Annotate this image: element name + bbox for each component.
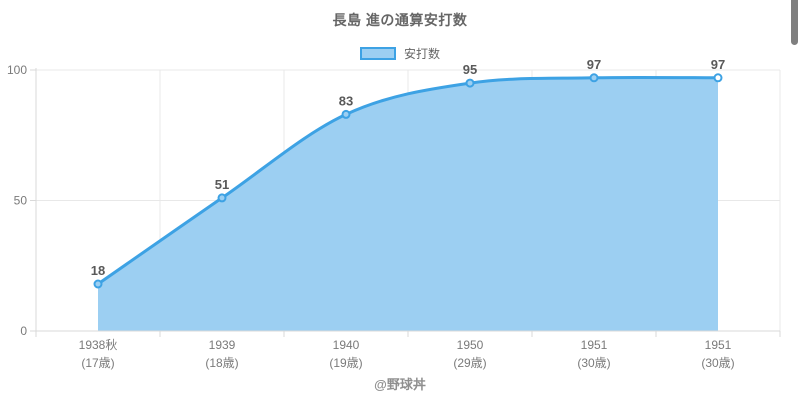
- x-tick-label-year: 1950: [457, 338, 484, 352]
- x-tick-label-age: (17歳): [81, 356, 114, 370]
- scrollbar-thumb[interactable]: [791, 0, 798, 45]
- value-label: 97: [587, 57, 601, 72]
- data-point[interactable]: [93, 279, 103, 289]
- data-point[interactable]: [713, 73, 723, 83]
- y-tick-label: 50: [14, 194, 28, 208]
- x-tick-label-year: 1940: [333, 338, 360, 352]
- series-line: [96, 75, 720, 286]
- series-area: [98, 77, 718, 331]
- value-label: 83: [339, 93, 353, 108]
- data-point[interactable]: [341, 109, 351, 119]
- axes: [30, 68, 781, 337]
- legend-item-hits[interactable]: 安打数: [0, 45, 800, 61]
- data-point[interactable]: [589, 73, 599, 83]
- labels: 0 50 100 18 1938秋 (17歳) 51 1939 (18歳) 83 1940 (19歳)…: [7, 57, 735, 370]
- legend-label: 安打数: [403, 46, 440, 61]
- series-path: [96, 75, 720, 286]
- data-points: [93, 73, 723, 289]
- value-label: 51: [215, 177, 229, 192]
- x-tick-label-age: (30歳): [701, 356, 734, 370]
- chart-title: 長島 進の通算安打数: [332, 12, 468, 28]
- x-tick-label-age: (18歳): [205, 356, 238, 370]
- value-label: 95: [463, 62, 477, 77]
- area-fill: [98, 77, 718, 331]
- y-tick-label: 0: [20, 324, 27, 338]
- x-tick-label-year: 1938秋: [79, 338, 118, 352]
- value-label: 97: [711, 57, 725, 72]
- y-tick-label: 100: [7, 63, 27, 77]
- value-label: 18: [91, 263, 105, 278]
- x-tick-label-age: (19歳): [329, 356, 362, 370]
- x-tick-label-age: (29歳): [453, 356, 486, 370]
- legend-swatch: [359, 46, 396, 60]
- x-tick-label-age: (30歳): [577, 356, 610, 370]
- x-tick-label-year: 1951: [705, 338, 732, 352]
- watermark-credit: @野球丼: [374, 377, 426, 392]
- x-tick-label-year: 1939: [209, 338, 236, 352]
- x-tick-label-year: 1951: [581, 338, 608, 352]
- data-point[interactable]: [465, 78, 475, 88]
- data-point[interactable]: [217, 193, 227, 203]
